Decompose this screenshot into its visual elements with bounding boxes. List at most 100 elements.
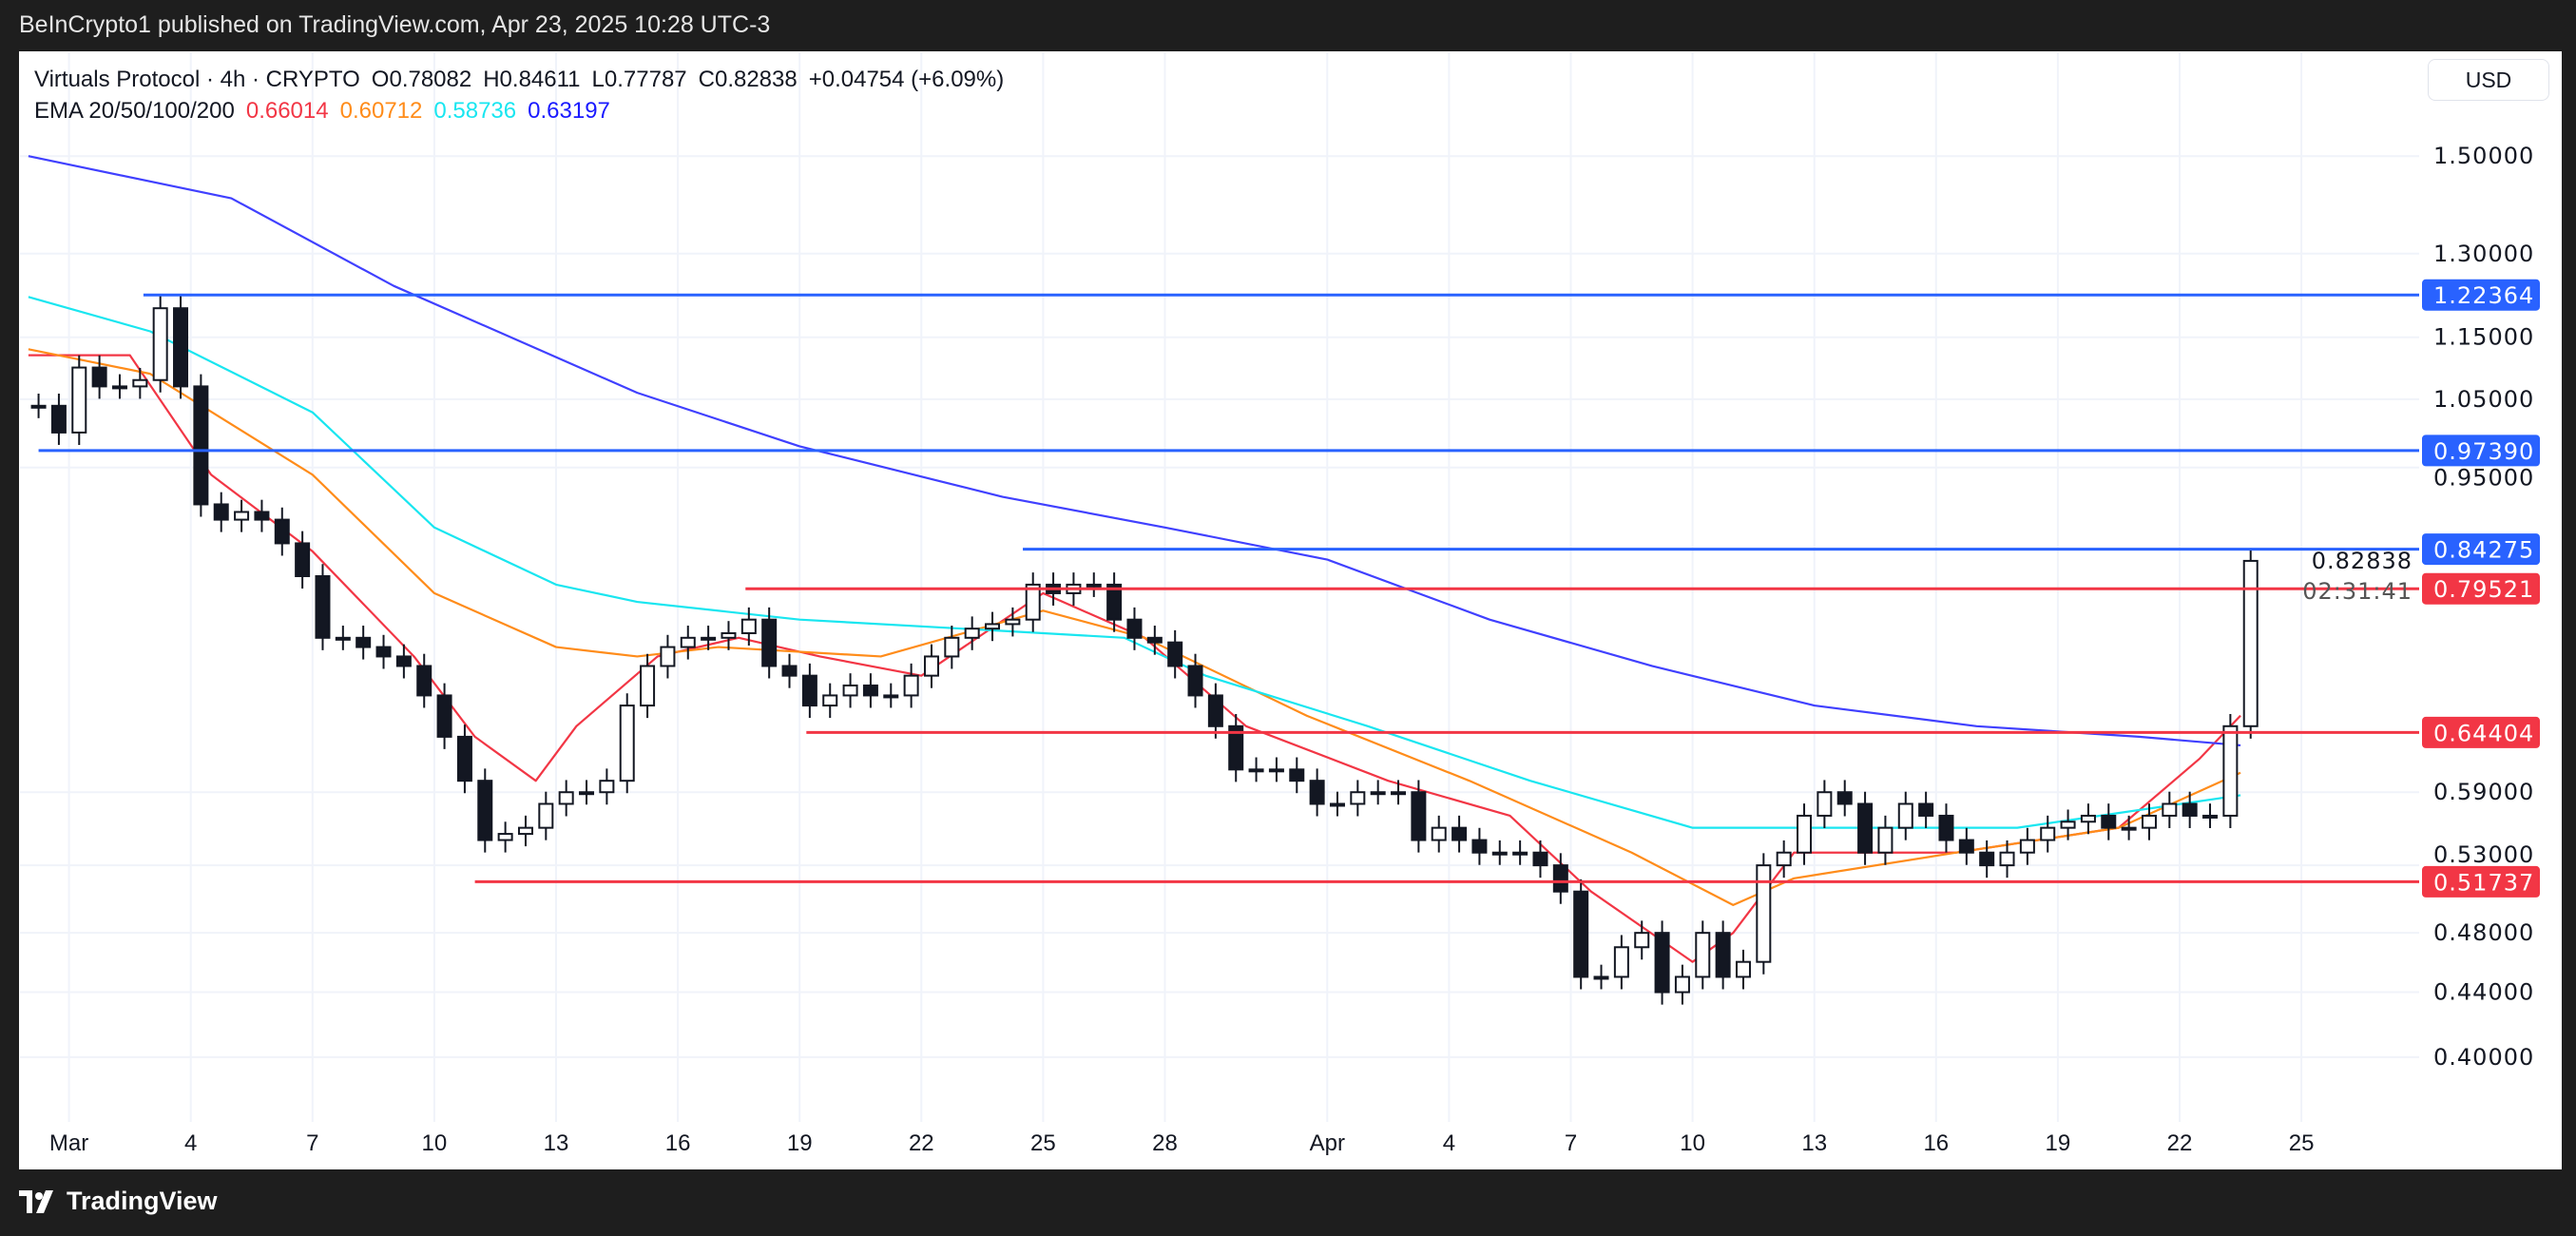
- candle-down: [213, 503, 229, 521]
- resistance-price-tag: [2422, 279, 2540, 311]
- high-value: H0.84611: [483, 67, 581, 92]
- candle-up: [660, 646, 676, 667]
- candle-down: [395, 655, 412, 667]
- candle-down: [375, 646, 392, 658]
- candle-down: [1552, 864, 1568, 893]
- candle-down: [1207, 694, 1223, 727]
- x-tick-label: 16: [665, 1130, 691, 1156]
- x-tick-label: 22: [909, 1130, 934, 1156]
- currency-button[interactable]: USD: [2428, 59, 2549, 101]
- candle-up: [558, 791, 574, 805]
- candle-down: [1451, 826, 1468, 841]
- candle-up: [1268, 768, 1284, 773]
- support-price-tag: [2422, 716, 2540, 748]
- candle-up: [1329, 802, 1345, 807]
- candle-up: [822, 694, 838, 707]
- last-price-label: 0.82838: [2312, 548, 2413, 574]
- support-price-tag-label: 0.64404: [2433, 720, 2534, 746]
- candle-up: [517, 826, 533, 836]
- support-price-tag-label: 0.79521: [2433, 576, 2534, 603]
- candle-down: [1228, 724, 1244, 771]
- candle-up: [538, 802, 554, 829]
- candle-up: [1756, 864, 1772, 963]
- bar-countdown-label: 02:31:41: [2302, 578, 2413, 605]
- candle-up: [1877, 826, 1894, 854]
- candle-up: [2080, 814, 2096, 823]
- ema100-value: 0.58736: [433, 98, 517, 124]
- x-tick-label: 4: [184, 1130, 197, 1156]
- candle-up: [1391, 791, 1407, 796]
- candle-up: [579, 791, 595, 796]
- footer-brand-text: TradingView: [67, 1187, 218, 1215]
- candle-up: [964, 628, 980, 639]
- candle-down: [50, 404, 67, 434]
- support-price-tag: [2422, 572, 2540, 605]
- candle-down: [295, 542, 311, 578]
- x-tick-label: 10: [422, 1130, 448, 1156]
- candle-up: [721, 631, 737, 639]
- candle-up: [1350, 791, 1366, 805]
- x-tick-label: 19: [2046, 1130, 2071, 1156]
- y-tick-label: 1.30000: [2433, 241, 2534, 267]
- candle-down: [1106, 583, 1123, 621]
- candle-up: [1999, 851, 2015, 867]
- candle-down: [1573, 890, 1589, 978]
- candle-down: [416, 665, 433, 697]
- candle-up: [2060, 821, 2076, 829]
- candle-up: [1025, 583, 1041, 621]
- candle-up: [1086, 583, 1102, 588]
- ema-line-ema20: [28, 354, 2241, 963]
- candle-down: [1938, 814, 1954, 841]
- x-tick-label: 28: [1152, 1130, 1178, 1156]
- candle-up: [497, 833, 513, 841]
- candle-down: [356, 636, 372, 648]
- candle-down: [1146, 636, 1163, 644]
- candle-up: [842, 684, 858, 697]
- x-tick-label: 22: [2167, 1130, 2193, 1156]
- x-tick-label: 16: [1923, 1130, 1949, 1156]
- candle-down: [1715, 932, 1731, 978]
- candle-down: [1411, 791, 1427, 841]
- x-tick-label: 13: [544, 1130, 569, 1156]
- candle-up: [923, 655, 939, 677]
- candle-up: [1491, 851, 1508, 856]
- y-tick-label: 0.40000: [2433, 1044, 2534, 1071]
- candle-up: [335, 636, 351, 641]
- symbol-title[interactable]: Virtuals Protocol · 4h · CRYPTO: [34, 67, 360, 92]
- candle-up: [2040, 826, 2056, 841]
- candle-up: [2202, 814, 2219, 819]
- x-tick-label: 19: [787, 1130, 813, 1156]
- candle-down: [1857, 802, 1874, 854]
- candle-up: [1817, 791, 1833, 817]
- candle-up: [1248, 768, 1264, 773]
- ema-line-ema50: [28, 348, 2241, 907]
- open-value: O0.78082: [371, 67, 472, 92]
- candle-down: [781, 665, 798, 677]
- candle-down: [761, 618, 778, 667]
- candle-down: [173, 307, 189, 388]
- candle-up: [1634, 932, 1650, 949]
- footer-brand[interactable]: TradingView: [19, 1187, 218, 1216]
- ema-label[interactable]: EMA 20/50/100/200: [34, 98, 235, 124]
- candle-up: [234, 511, 250, 521]
- candle-up: [2141, 814, 2157, 829]
- chart-panel[interactable]: [19, 51, 2562, 1169]
- candle-down: [91, 366, 107, 388]
- candle-up: [944, 636, 960, 658]
- candle-down: [193, 385, 209, 506]
- resistance-price-tag-label: 0.97390: [2433, 438, 2534, 465]
- candle-up: [701, 636, 717, 641]
- candle-up: [903, 674, 919, 697]
- candle-up: [2222, 724, 2239, 817]
- x-tick-label: Apr: [1310, 1130, 1345, 1156]
- x-tick-label: 7: [1565, 1130, 1577, 1156]
- candle-up: [1512, 851, 1528, 856]
- candle-up: [1695, 932, 1711, 978]
- close-value: C0.82838: [698, 67, 798, 92]
- resistance-price-tag-label: 1.22364: [2433, 282, 2534, 309]
- support-price-tag: [2422, 865, 2540, 898]
- candle-down: [254, 511, 270, 521]
- candle-down: [1309, 780, 1325, 805]
- candle-up: [619, 705, 635, 782]
